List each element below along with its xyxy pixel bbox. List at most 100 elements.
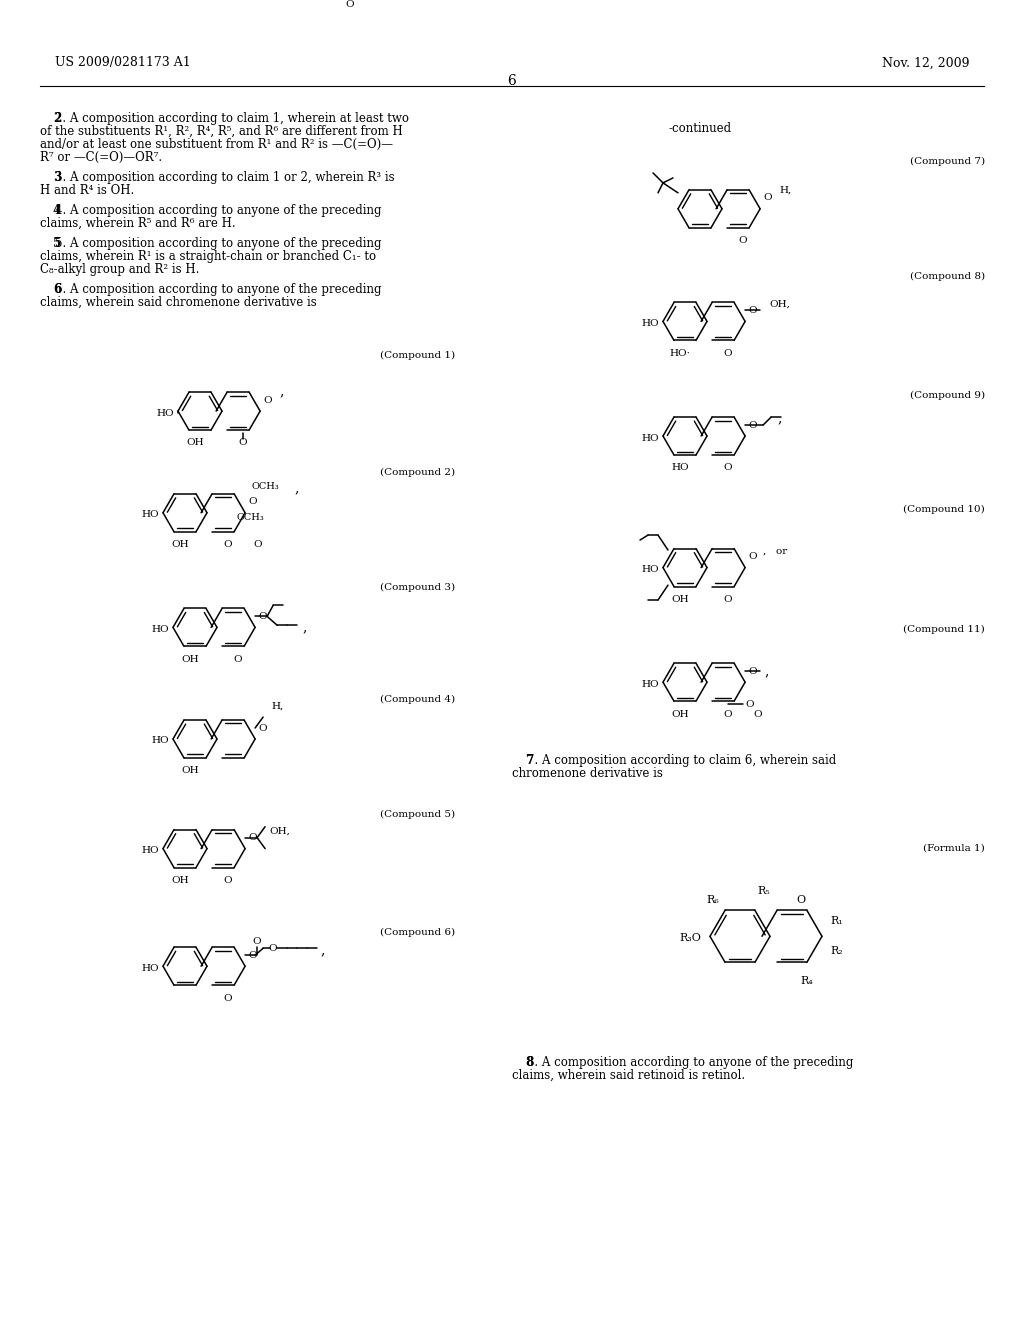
Text: Nov. 12, 2009: Nov. 12, 2009 — [883, 57, 970, 70]
Text: O: O — [224, 876, 232, 884]
Text: and/or at least one substituent from R¹ and R² is —C(=O)—: and/or at least one substituent from R¹ … — [40, 139, 393, 150]
Text: R₂: R₂ — [830, 946, 844, 956]
Text: O: O — [268, 944, 278, 953]
Text: R₄: R₄ — [801, 977, 813, 986]
Text: (Compound 9): (Compound 9) — [910, 391, 985, 400]
Text: O: O — [224, 540, 232, 549]
Text: OH: OH — [181, 655, 199, 664]
Text: O: O — [259, 723, 267, 733]
Text: R₆: R₆ — [707, 895, 720, 906]
Text: (Formula 1): (Formula 1) — [924, 843, 985, 853]
Text: ,   or: , or — [763, 546, 787, 556]
Text: C₈-alkyl group and R² is H.: C₈-alkyl group and R² is H. — [40, 263, 200, 276]
Text: R⁷ or —C(=O)—OR⁷.: R⁷ or —C(=O)—OR⁷. — [40, 150, 162, 164]
Text: OH: OH — [171, 540, 188, 549]
Text: H,: H, — [779, 185, 792, 194]
Text: 3. A composition according to claim 1 or 2, wherein R³ is: 3. A composition according to claim 1 or… — [40, 170, 394, 183]
Text: US 2009/0281173 A1: US 2009/0281173 A1 — [55, 57, 190, 70]
Text: OH,: OH, — [269, 826, 291, 836]
Text: O: O — [249, 950, 257, 960]
Text: OH,: OH, — [770, 300, 791, 309]
Text: O: O — [754, 710, 763, 718]
Text: (Compound 5): (Compound 5) — [380, 809, 455, 818]
Text: (Compound 6): (Compound 6) — [380, 928, 455, 937]
Text: O: O — [254, 540, 262, 549]
Text: HO: HO — [641, 433, 658, 442]
Text: R₅: R₅ — [758, 887, 770, 896]
Text: HO: HO — [152, 624, 169, 634]
Text: (Compound 1): (Compound 1) — [380, 351, 455, 360]
Text: ,: , — [765, 664, 769, 678]
Text: chromenone derivative is: chromenone derivative is — [512, 767, 663, 780]
Text: ,: , — [321, 944, 326, 957]
Text: O: O — [724, 463, 732, 473]
Text: O: O — [346, 0, 354, 9]
Text: (Compound 10): (Compound 10) — [903, 504, 985, 513]
Text: O: O — [764, 193, 772, 202]
Text: OH: OH — [671, 595, 689, 605]
Text: O: O — [749, 421, 758, 429]
Text: ,: , — [295, 482, 299, 495]
Text: O: O — [224, 994, 232, 1003]
Text: OH: OH — [171, 876, 188, 884]
Text: (Compound 11): (Compound 11) — [903, 624, 985, 634]
Text: O: O — [233, 655, 243, 664]
Text: O: O — [253, 937, 261, 946]
Text: 2: 2 — [53, 112, 61, 125]
Text: (Compound 4): (Compound 4) — [380, 696, 455, 705]
Text: H and R⁴ is OH.: H and R⁴ is OH. — [40, 183, 134, 197]
Text: OH: OH — [186, 438, 204, 447]
Text: O: O — [724, 710, 732, 718]
Text: HO·: HO· — [670, 348, 690, 358]
Text: -continued: -continued — [669, 121, 731, 135]
Text: O: O — [249, 833, 257, 842]
Text: O: O — [239, 438, 248, 447]
Text: 6: 6 — [53, 282, 61, 296]
Text: O: O — [749, 306, 758, 315]
Text: O: O — [797, 895, 806, 906]
Text: R₃O: R₃O — [679, 933, 701, 944]
Text: (Compound 7): (Compound 7) — [910, 157, 985, 166]
Text: (Compound 3): (Compound 3) — [380, 582, 455, 591]
Text: claims, wherein said chromenone derivative is: claims, wherein said chromenone derivati… — [40, 296, 316, 309]
Text: OCH₃: OCH₃ — [251, 482, 279, 491]
Text: (Compound 8): (Compound 8) — [910, 272, 985, 281]
Text: OH: OH — [181, 767, 199, 775]
Text: H,: H, — [271, 702, 284, 710]
Text: O: O — [249, 498, 257, 507]
Text: ,: , — [778, 412, 782, 425]
Text: 6. A composition according to anyone of the preceding: 6. A composition according to anyone of … — [40, 282, 382, 296]
Text: 3: 3 — [53, 170, 61, 183]
Text: HO: HO — [141, 964, 159, 973]
Text: claims, wherein said retinoid is retinol.: claims, wherein said retinoid is retinol… — [512, 1069, 745, 1082]
Text: HO: HO — [152, 737, 169, 746]
Text: HO: HO — [641, 565, 658, 574]
Text: of the substituents R¹, R², R⁴, R⁵, and R⁶ are different from H: of the substituents R¹, R², R⁴, R⁵, and … — [40, 125, 402, 139]
Text: 4: 4 — [53, 203, 61, 216]
Text: HO: HO — [141, 846, 159, 855]
Text: 8. A composition according to anyone of the preceding: 8. A composition according to anyone of … — [512, 1056, 853, 1069]
Text: R₁: R₁ — [830, 916, 844, 927]
Text: 7. A composition according to claim 6, wherein said: 7. A composition according to claim 6, w… — [512, 754, 837, 767]
Text: O: O — [259, 612, 267, 620]
Text: HO: HO — [671, 463, 689, 473]
Text: O: O — [749, 667, 758, 676]
Text: HO: HO — [641, 319, 658, 327]
Text: OH: OH — [671, 710, 689, 718]
Text: 2. A composition according to claim 1, wherein at least two: 2. A composition according to claim 1, w… — [40, 112, 409, 125]
Text: O: O — [264, 396, 272, 405]
Text: O: O — [724, 595, 732, 605]
Text: claims, wherein R⁵ and R⁶ are H.: claims, wherein R⁵ and R⁶ are H. — [40, 216, 236, 230]
Text: 7: 7 — [525, 754, 534, 767]
Text: (Compound 2): (Compound 2) — [380, 467, 455, 477]
Text: O: O — [724, 348, 732, 358]
Text: 5: 5 — [53, 236, 61, 249]
Text: claims, wherein R¹ is a straight-chain or branched C₁- to: claims, wherein R¹ is a straight-chain o… — [40, 249, 376, 263]
Text: HO: HO — [157, 409, 174, 417]
Text: O: O — [738, 236, 748, 246]
Text: O: O — [745, 700, 755, 709]
Text: 5. A composition according to anyone of the preceding: 5. A composition according to anyone of … — [40, 236, 382, 249]
Text: ,: , — [280, 384, 285, 399]
Text: 6: 6 — [508, 74, 516, 88]
Text: OCH₃: OCH₃ — [237, 513, 264, 523]
